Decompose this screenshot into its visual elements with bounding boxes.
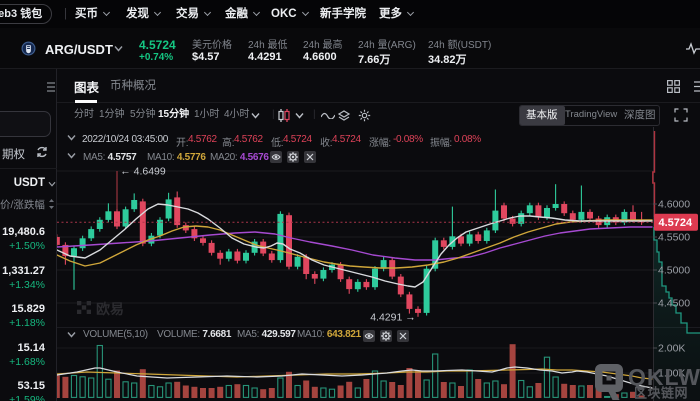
svg-text:区块链网: 区块链网 xyxy=(634,386,688,401)
svg-text:4.5000: 4.5000 xyxy=(658,265,690,277)
svg-text:4.5724: 4.5724 xyxy=(659,217,694,229)
svg-text:2.00K: 2.00K xyxy=(658,343,685,355)
svg-text:4.6000: 4.6000 xyxy=(658,199,690,211)
svg-text:QKLW: QKLW xyxy=(628,364,700,390)
svg-text:4.4500: 4.4500 xyxy=(658,298,690,310)
svg-text:4.4291 →: 4.4291 → xyxy=(370,311,416,323)
svg-text:← 4.6499: ← 4.6499 xyxy=(120,166,166,178)
svg-text:1.00K: 1.00K xyxy=(658,368,685,380)
svg-text:4.5500: 4.5500 xyxy=(658,232,690,244)
